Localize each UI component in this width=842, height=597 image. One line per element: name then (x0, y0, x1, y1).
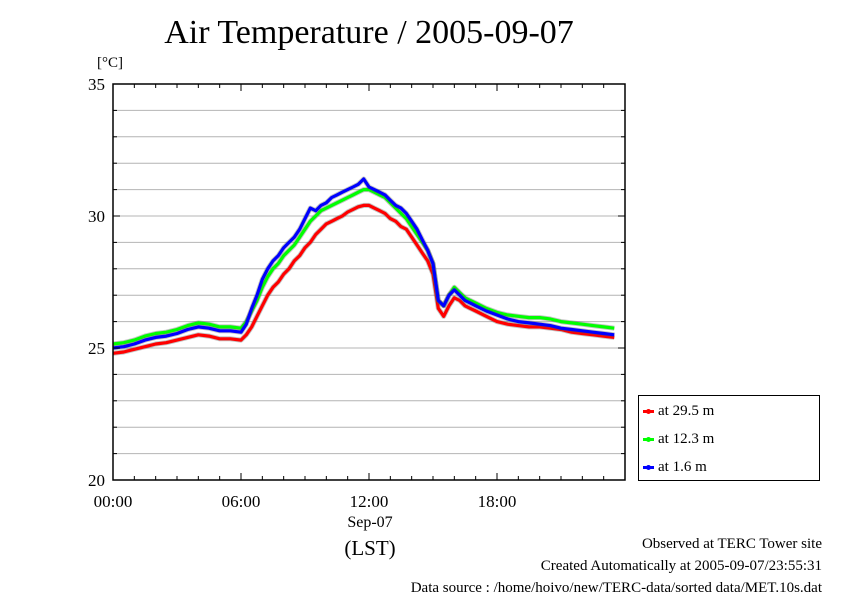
y-tick-label: 30 (88, 207, 105, 226)
legend-label: at 12.3 m (658, 430, 715, 447)
axes-ticks: 20 25 30 35 00:00 06:00 12:00 18:00 (88, 75, 626, 511)
y-tick-label: 25 (88, 339, 105, 358)
y-axis-unit-label: [°C] (97, 55, 123, 71)
x-tick-label: 18:00 (478, 492, 517, 511)
legend-swatch-red-icon (643, 408, 654, 414)
y-tick-label: 20 (88, 471, 105, 490)
x-tick-label: 00:00 (94, 492, 133, 511)
x-axis-title: (LST) (344, 536, 396, 560)
y-tick-label: 35 (88, 75, 105, 94)
series-shadow (112, 187, 615, 347)
legend-swatch-blue-icon (643, 464, 654, 470)
legend-item: at 29.5 m (643, 401, 714, 421)
x-tick-label: 06:00 (222, 492, 261, 511)
footer-created-note: Created Automatically at 2005-09-07/23:5… (540, 558, 822, 574)
legend-item: at 1.6 m (643, 457, 707, 477)
series-line-1 (112, 203, 615, 355)
series-line-2 (112, 188, 615, 346)
series-line-3 (112, 177, 615, 350)
x-tick-label: 12:00 (350, 492, 389, 511)
legend-swatch-green-icon (643, 436, 654, 442)
footer-site-note: Observed at TERC Tower site (641, 536, 822, 552)
legend-item: at 12.3 m (643, 429, 714, 449)
grid-lines (113, 109, 625, 455)
legend-label: at 1.6 m (658, 458, 707, 475)
chart-title: Air Temperature / 2005-09-07 (164, 14, 574, 51)
legend-label: at 29.5 m (658, 402, 715, 419)
series-layer (112, 176, 615, 356)
legend: at 29.5 m at 12.3 m at 1.6 m (638, 395, 820, 481)
x-axis-date-label: Sep-07 (347, 514, 393, 531)
plot-frame (112, 83, 626, 481)
footer-data-source: Data source : /home/hoivo/new/TERC-data/… (410, 580, 822, 596)
